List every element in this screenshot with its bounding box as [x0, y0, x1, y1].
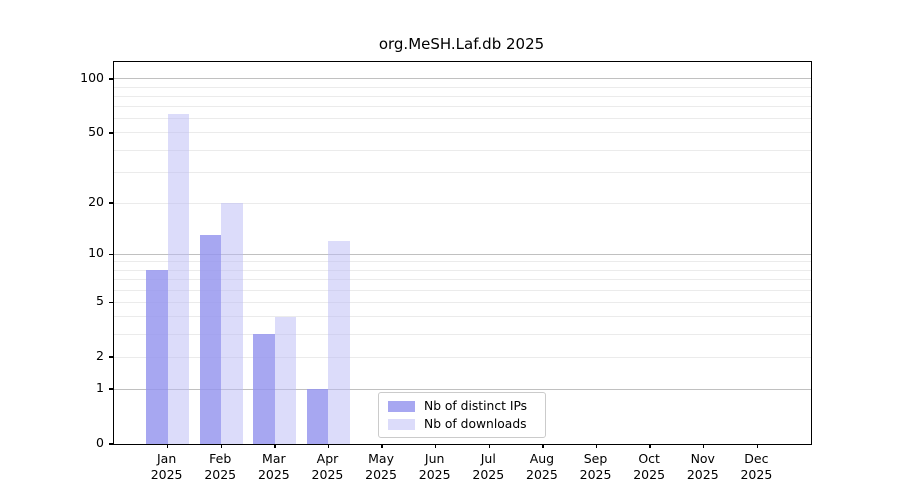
minor-gridline [114, 149, 811, 151]
x-tick-mark [220, 444, 222, 448]
y-tick-mark [108, 443, 113, 445]
y-tick-mark [108, 253, 113, 255]
minor-gridline [114, 106, 811, 108]
bar-downloads-apr [328, 241, 350, 444]
x-tick-label: May 2025 [365, 451, 397, 482]
x-tick-label: Apr 2025 [311, 451, 344, 482]
minor-gridline [114, 171, 811, 173]
major-gridline [114, 78, 811, 80]
minor-gridline [114, 86, 811, 88]
bar-downloads-jan [167, 113, 189, 444]
plot-area [108, 61, 812, 448]
minor-gridline [114, 301, 811, 303]
minor-gridline [114, 269, 811, 271]
legend-item-downloads: Nb of downloads [388, 417, 537, 431]
x-tick-mark [542, 444, 544, 448]
x-tick-label: Oct 2025 [633, 451, 666, 482]
y-tick-label: 50 [88, 123, 104, 139]
x-tick-label: Sep 2025 [579, 451, 612, 482]
y-tick-mark [108, 388, 113, 390]
x-tick-mark [595, 444, 598, 448]
minor-gridline [114, 132, 811, 134]
bar-distinct-ips-apr [307, 389, 329, 444]
minor-gridline [114, 333, 811, 335]
y-tick-label: 100 [80, 69, 104, 85]
legend: Nb of distinct IPs Nb of downloads [378, 392, 546, 438]
x-tick-mark [166, 444, 169, 448]
x-tick-mark [327, 444, 330, 448]
legend-label-distinct-ips: Nb of distinct IPs [424, 399, 528, 413]
minor-gridline [114, 356, 811, 358]
x-tick-mark [434, 444, 437, 448]
x-tick-label: Mar 2025 [257, 451, 290, 482]
minor-gridline [114, 316, 811, 318]
legend-item-distinct-ips: Nb of distinct IPs [388, 399, 537, 413]
x-tick-mark [488, 444, 490, 448]
minor-gridline [114, 278, 811, 280]
y-tick-mark [108, 356, 113, 358]
y-tick-label: 10 [88, 245, 104, 261]
major-gridline [114, 388, 811, 390]
minor-gridline [114, 118, 811, 120]
x-tick-mark [756, 444, 759, 448]
legend-swatch-distinct-ips [388, 400, 415, 412]
x-tick-mark [703, 444, 705, 448]
y-tick-label: 5 [96, 293, 104, 309]
major-gridline [114, 253, 811, 255]
x-tick-label: Jan 2025 [150, 451, 183, 482]
minor-gridline [114, 95, 811, 97]
bar-distinct-ips-mar [253, 334, 275, 444]
y-tick-mark [108, 132, 113, 134]
y-tick-mark [108, 301, 113, 303]
chart-title: org.MeSH.Laf.db 2025 [378, 35, 545, 53]
minor-gridline [114, 202, 811, 204]
minor-gridline [114, 261, 811, 263]
x-tick-label: Nov 2025 [686, 451, 719, 482]
x-tick-label: Dec 2025 [740, 451, 773, 482]
x-tick-label: Jul 2025 [472, 451, 505, 482]
x-tick-mark [381, 444, 383, 448]
y-tick-label: 1 [96, 380, 104, 396]
bar-distinct-ips-feb [199, 235, 222, 444]
minor-gridline [114, 289, 811, 291]
bar-downloads-feb [221, 203, 243, 444]
legend-label-downloads: Nb of downloads [424, 417, 527, 431]
x-tick-mark [274, 444, 276, 448]
bar-downloads-mar [274, 316, 297, 444]
y-tick-mark [108, 202, 113, 204]
x-tick-mark [649, 444, 651, 448]
y-tick-label: 20 [88, 194, 104, 210]
bar-distinct-ips-jan [146, 270, 168, 444]
x-tick-label: Aug 2025 [526, 451, 558, 482]
y-tick-label: 2 [96, 348, 104, 364]
y-tick-label: 0 [96, 435, 104, 450]
y-tick-mark [108, 78, 113, 80]
x-tick-label: Jun 2025 [418, 451, 451, 482]
legend-swatch-downloads [388, 418, 415, 430]
x-tick-label: Feb 2025 [204, 451, 237, 482]
